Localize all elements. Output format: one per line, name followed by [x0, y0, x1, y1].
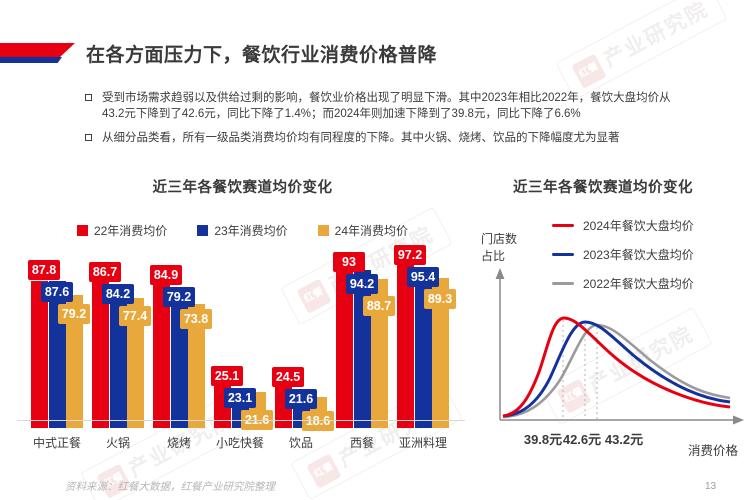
- summary-bullets: 受到市场需求趋弱以及供给过剩的影响，餐饮业价格出现了明显下滑。其中2023年相比…: [85, 90, 691, 153]
- category-label-亚洲料理: 亚洲料理: [398, 436, 448, 450]
- value-label-24年消费均价-中式正餐: 79.2: [58, 304, 90, 325]
- legend-line-icon: [552, 224, 574, 227]
- value-label-22年消费均价-烧烤: 84.9: [150, 265, 182, 286]
- value-label-22年消费均价-中式正餐: 87.8: [28, 260, 60, 281]
- bar-23年消费均价-中式正餐: [49, 280, 66, 428]
- value-label-23年消费均价-烧烤: 79.2: [163, 287, 195, 308]
- category-label-小吃快餐: 小吃快餐: [215, 436, 265, 450]
- value-label-23年消费均价-小吃快餐: 23.1: [224, 387, 256, 408]
- legend-item-2023: 23年消费均价: [197, 222, 288, 239]
- value-label-22年消费均价-饮品: 24.5: [272, 366, 304, 387]
- value-label-22年消费均价-火锅: 86.7: [89, 262, 121, 283]
- legend-swatch-icon: [76, 225, 88, 236]
- legend-line-icon: [552, 253, 574, 256]
- legend-item-2024: 24年消费均价: [317, 222, 409, 239]
- bullet-item: 从细分品类看，所有一级品类消费均价均有同程度的下降。其中火锅、烧烤、饮品的下降幅…: [85, 130, 691, 146]
- bullet-square-icon: [85, 94, 92, 101]
- bullet-text: 从细分品类看，所有一级品类消费均价均有同程度的下降。其中火锅、烧烤、饮品的下降幅…: [102, 131, 620, 144]
- legend-label: 2024年餐饮大盘均价: [583, 219, 694, 233]
- value-label-22年消费均价-亚洲料理: 97.2: [394, 244, 426, 265]
- title-accent-red: [0, 43, 75, 57]
- bar-24年消费均价-火锅: [127, 297, 144, 428]
- source-note: 资料来源：红餐大数据，红餐产业研究院整理: [65, 481, 275, 493]
- title-accent-blue: [0, 57, 62, 63]
- category-label-饮品: 饮品: [288, 436, 314, 450]
- bar-24年消费均价-烧烤: [188, 304, 205, 428]
- x-tick-2023: 42.6元: [562, 432, 602, 447]
- page-title: 在各方面压力下，餐饮行业消费价格普降: [86, 45, 438, 66]
- bar-chart: 近三年各餐饮赛道均价变化 22年消费均价 23年消费均价 24年消费均价 87.…: [15, 176, 470, 450]
- bar-24年消费均价-中式正餐: [66, 294, 83, 428]
- legend-item-2023: 2023年餐饮大盘均价: [552, 246, 743, 263]
- bullet-text: 受到市场需求趋弱以及供给过剩的影响，餐饮业价格出现了明显下滑。其中2023年相比…: [102, 92, 671, 121]
- legend-label: 2023年餐饮大盘均价: [583, 248, 694, 262]
- legend-label: 2022年餐饮大盘均价: [583, 277, 694, 291]
- density-x-axis-label: 消费价格: [688, 444, 739, 458]
- category-label-烧烤: 烧烤: [166, 436, 192, 450]
- legend-label: 22年消费均价: [93, 224, 168, 238]
- bar-22年消费均价-亚洲料理: [397, 264, 414, 428]
- bar-chart-legend: 22年消费均价 23年消费均价 24年消费均价: [15, 222, 470, 239]
- bar-24年消费均价-西餐: [371, 278, 388, 428]
- value-label-24年消费均价-火锅: 77.4: [119, 306, 151, 327]
- legend-label: 24年消费均价: [334, 224, 409, 238]
- bar-24年消费均价-亚洲料理: [432, 277, 449, 428]
- page-number: 13: [705, 481, 717, 492]
- bar-22年消费均价-中式正餐: [31, 280, 48, 428]
- legend-item-2022: 2022年餐饮大盘均价: [552, 275, 743, 292]
- value-label-24年消费均价-亚洲料理: 89.3: [424, 288, 456, 309]
- value-label-23年消费均价-火锅: 84.2: [102, 284, 134, 305]
- y-axis-arrow-icon: [495, 268, 505, 279]
- bar-chart-axis-line: [17, 420, 465, 421]
- value-label-23年消费均价-饮品: 21.6: [285, 388, 317, 409]
- category-label-西餐: 西餐: [349, 436, 375, 450]
- bar-chart-title: 近三年各餐饮赛道均价变化: [152, 180, 333, 196]
- value-label-24年消费均价-烧烤: 73.8: [180, 309, 212, 330]
- category-label-火锅: 火锅: [105, 436, 131, 450]
- x-tick-2022: 43.2元: [604, 432, 644, 447]
- bar-chart-plot-area: 87.8 87.6 79.2 中式正餐 86.7 84.2 77.4 火锅 84.9 79.2 73…: [15, 244, 470, 450]
- watermark-logo: 红餐: [306, 453, 342, 489]
- value-label-22年消费均价-小吃快餐: 25.1: [211, 365, 243, 386]
- curve-2023: [502, 320, 731, 418]
- value-label-23年消费均价-亚洲料理: 95.4: [407, 266, 439, 287]
- bullet-item: 受到市场需求趋弱以及供给过剩的影响，餐饮业价格出现了明显下滑。其中2023年相比…: [85, 90, 691, 123]
- legend-item-2024: 2024年餐饮大盘均价: [552, 217, 743, 234]
- x-tick-2024: 39.8元: [523, 432, 563, 447]
- legend-swatch-icon: [197, 225, 209, 236]
- density-chart-legend: 2024年餐饮大盘均价 2023年餐饮大盘均价 2022年餐饮大盘均价: [552, 217, 743, 292]
- density-y-axis-label: 门店数 占比: [481, 232, 518, 264]
- bar-22年消费均价-火锅: [92, 282, 109, 428]
- bar-22年消费均价-西餐: [336, 271, 353, 428]
- density-chart: 近三年各餐饮赛道均价变化 2024年餐饮大盘均价 2023年餐饮大盘均价 202…: [478, 176, 743, 304]
- legend-item-2022: 22年消费均价: [76, 222, 168, 239]
- value-label-23年消费均价-中式正餐: 87.6: [41, 282, 73, 303]
- density-plot: [495, 268, 744, 425]
- legend-line-icon: [552, 282, 574, 285]
- value-label-22年消费均价-西餐: 93: [333, 251, 365, 272]
- bullet-square-icon: [85, 133, 92, 141]
- legend-swatch-icon: [317, 225, 329, 236]
- curve-2024: [502, 316, 731, 418]
- value-label-24年消费均价-西餐: 88.7: [363, 295, 395, 316]
- legend-label: 23年消费均价: [214, 224, 288, 238]
- bar-22年消费均价-烧烤: [153, 285, 170, 428]
- watermark-logo: 红餐: [571, 53, 607, 89]
- x-axis-arrow-icon: [733, 415, 744, 425]
- value-label-23年消费均价-西餐: 94.2: [346, 273, 378, 294]
- density-chart-title: 近三年各餐饮赛道均价变化: [513, 180, 693, 196]
- value-label-24年消费均价-小吃快餐: 21.6: [241, 409, 273, 430]
- watermark: 红餐 产业研究院: [555, 0, 728, 101]
- category-label-中式正餐: 中式正餐: [32, 436, 82, 450]
